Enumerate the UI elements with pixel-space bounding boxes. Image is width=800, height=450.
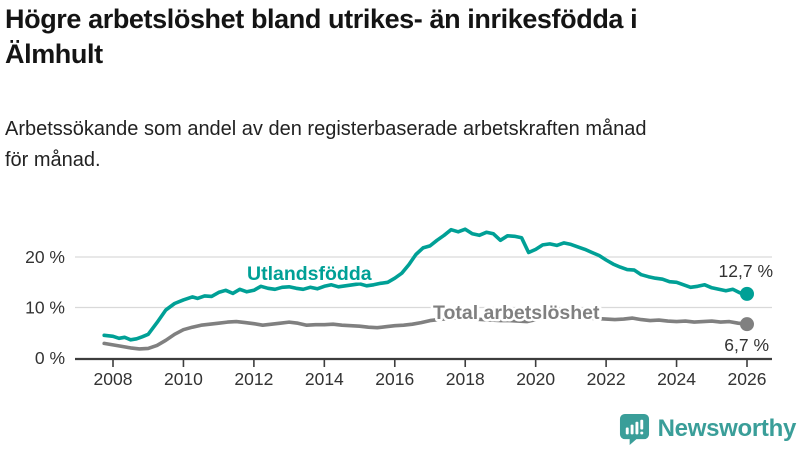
series-end-dot-0 <box>740 286 754 301</box>
page-subtitle: Arbetssökande som andel av den registerb… <box>5 114 785 176</box>
x-tick-label: 2010 <box>164 369 203 389</box>
y-tick-label: 20 % <box>25 247 65 267</box>
x-tick-label: 2022 <box>587 369 626 389</box>
y-tick-label: 10 % <box>25 298 65 318</box>
newsworthy-logo-icon <box>619 413 650 445</box>
x-tick-label: 2020 <box>516 369 555 389</box>
page-title-line2: Älmhult <box>5 39 103 69</box>
page-subtitle-line1: Arbetssökande som andel av den registerb… <box>5 118 647 140</box>
newsworthy-wordmark: Newsworthy <box>657 415 797 442</box>
y-tick-label: 0 % <box>35 348 65 368</box>
x-tick-label: 2026 <box>728 369 767 389</box>
x-tick-label: 2024 <box>657 369 696 389</box>
x-tick-label: 2012 <box>234 369 273 389</box>
series-value-label-1: 6,7 % <box>724 335 769 355</box>
page-subtitle-line2: för månad. <box>5 149 101 171</box>
series-line-0 <box>102 227 749 342</box>
x-tick-label: 2014 <box>305 369 344 389</box>
series-value-label-0: 12,7 % <box>719 261 773 281</box>
newsworthy-logo: Newsworthy <box>619 413 796 445</box>
x-tick-label: 2016 <box>375 369 414 389</box>
series-label-1: Total arbetslöshet <box>433 302 600 324</box>
x-tick-label: 2008 <box>94 369 133 389</box>
series-label-0: Utlandsfödda <box>247 263 372 285</box>
page-title-line1: Högre arbetslöshet bland utrikes- än inr… <box>5 4 638 34</box>
series-line-1 <box>102 313 749 351</box>
page-title: Högre arbetslöshet bland utrikes- än inr… <box>5 2 795 72</box>
series-end-dot-1 <box>740 317 754 332</box>
x-tick-label: 2018 <box>446 369 485 389</box>
